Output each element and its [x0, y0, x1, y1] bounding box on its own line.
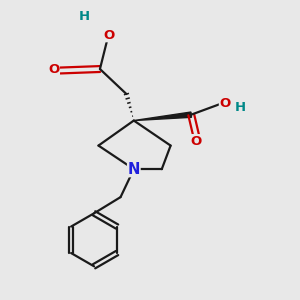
- Text: H: H: [79, 10, 90, 22]
- Text: H: H: [235, 101, 246, 114]
- Text: O: O: [103, 29, 114, 42]
- Text: O: O: [220, 97, 231, 110]
- Polygon shape: [134, 112, 191, 121]
- Text: O: O: [190, 135, 201, 148]
- Text: N: N: [128, 162, 140, 177]
- Text: O: O: [48, 63, 59, 76]
